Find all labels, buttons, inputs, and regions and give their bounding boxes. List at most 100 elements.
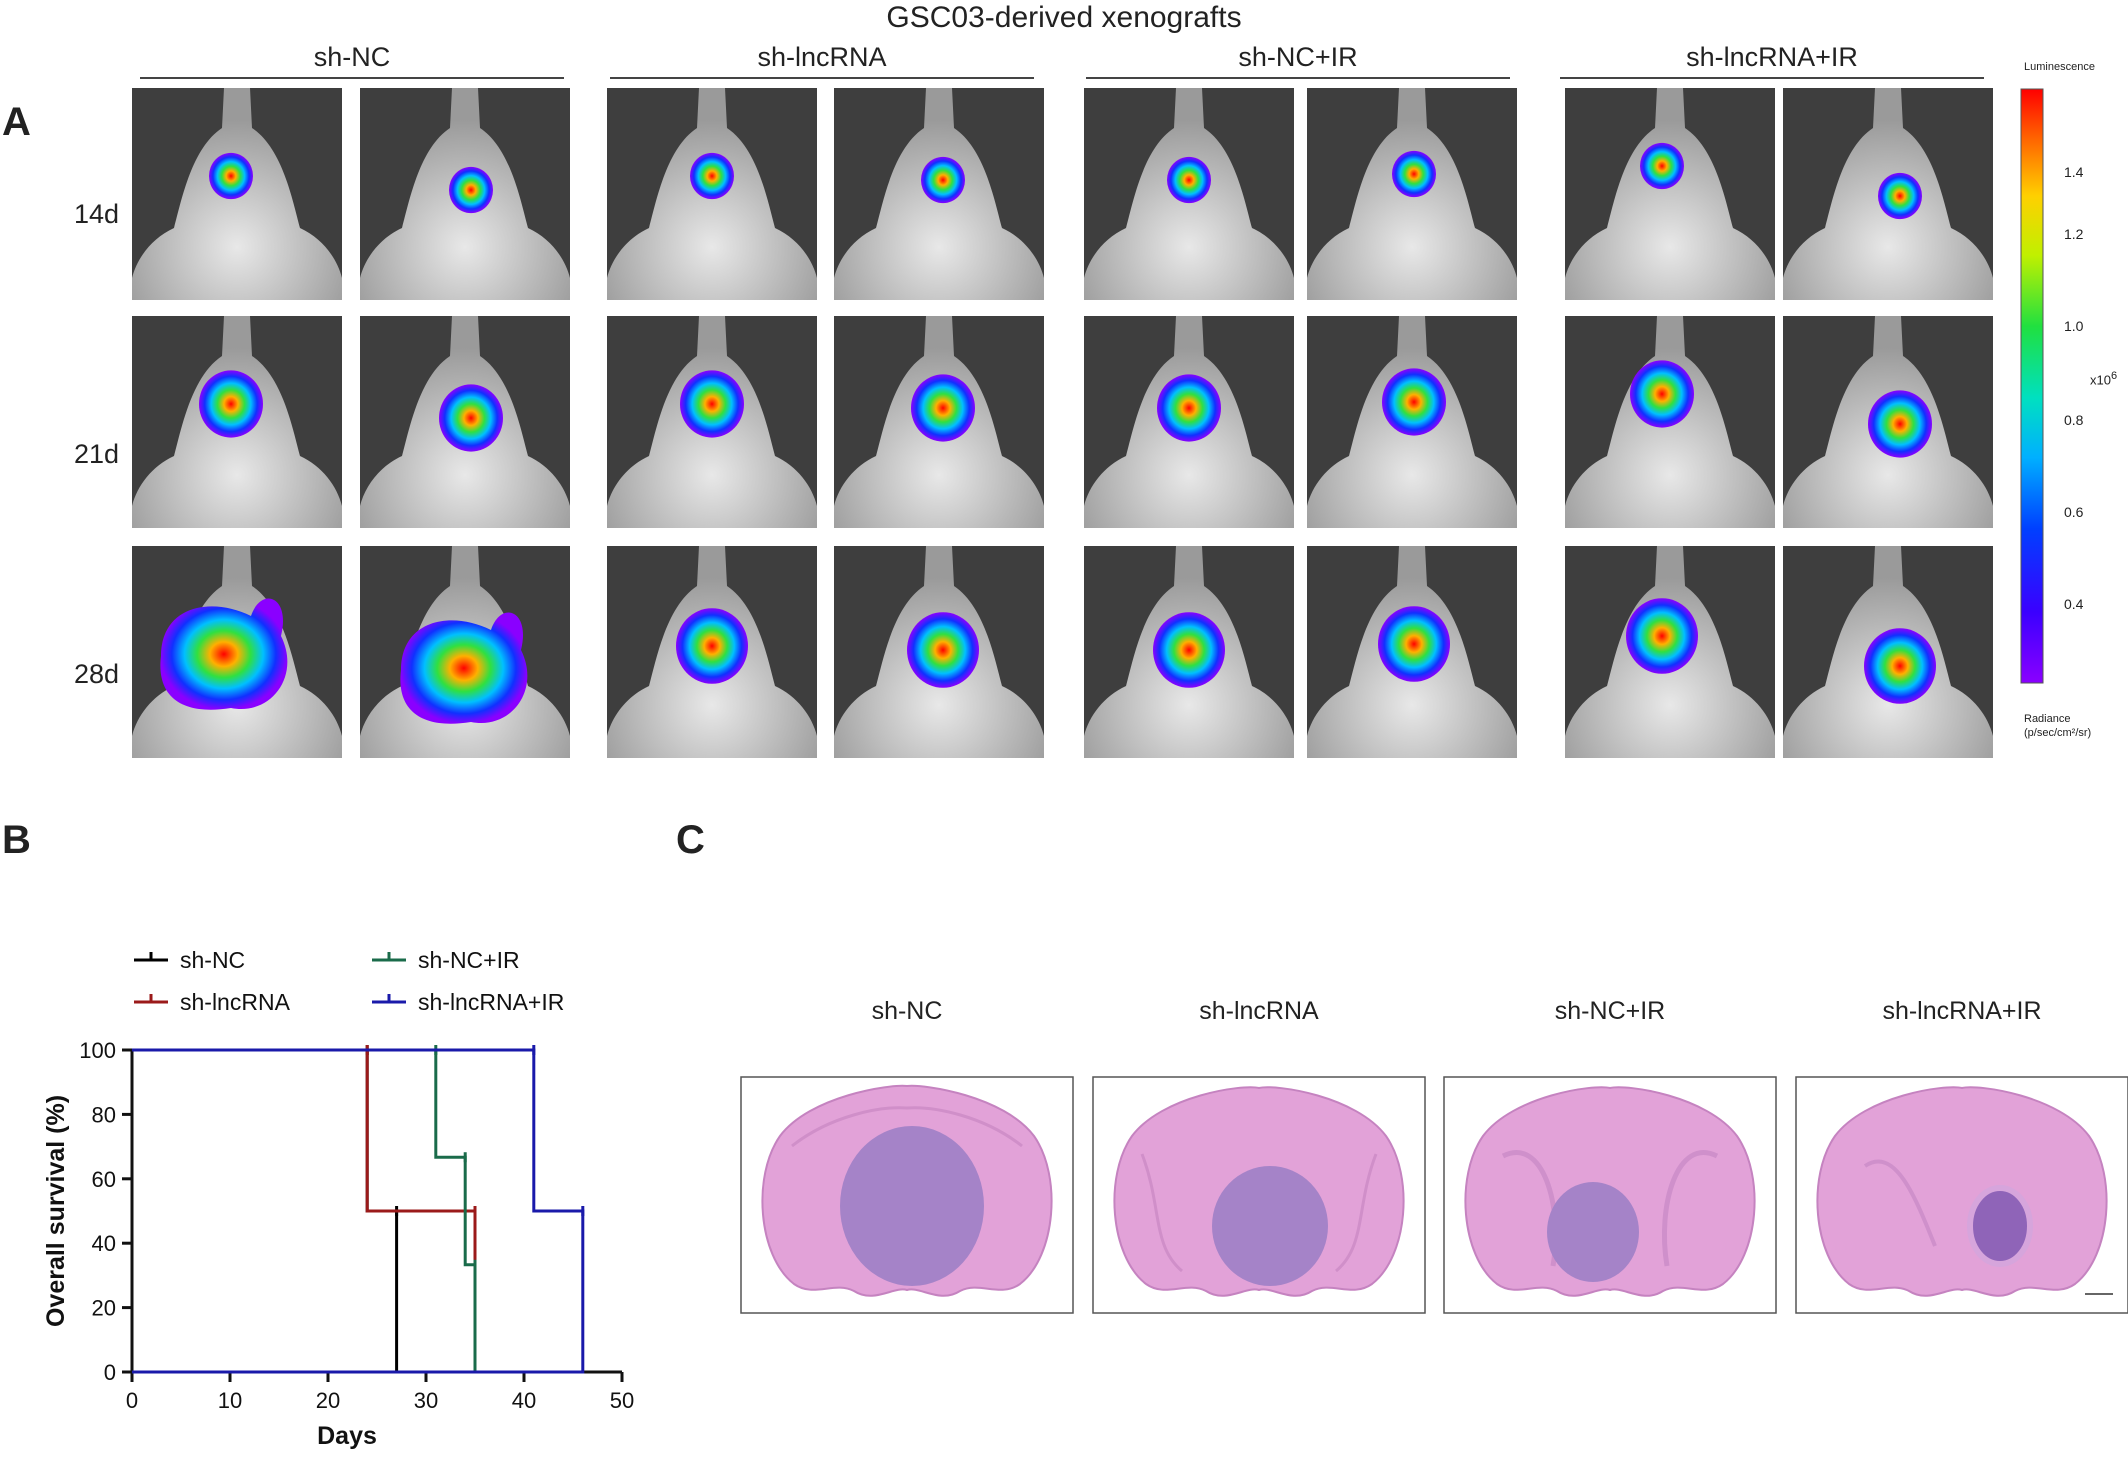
bli-image [1565, 88, 1775, 300]
tumor-mass [1967, 1185, 2033, 1267]
y-tick-label: 100 [79, 1038, 116, 1063]
luminescence-signal [439, 384, 503, 452]
x-axis-label: Days [317, 1422, 377, 1450]
he-label-sh-nc: sh-NC [871, 997, 943, 1025]
bli-image [360, 546, 570, 758]
x-tick-label: 50 [610, 1388, 634, 1413]
luminescence-signal [676, 608, 748, 684]
luminescence-signal [1378, 606, 1450, 682]
colorbar-tick: 1.0 [2064, 318, 2084, 334]
colorbar-title: Luminescence [2024, 61, 2095, 73]
legend-label: sh-lncRNA [180, 989, 291, 1015]
luminescence-signal [1157, 374, 1221, 442]
luminescence-signal [911, 374, 975, 442]
luminescence-signal [1864, 628, 1936, 704]
brain-tissue [1816, 1086, 2108, 1297]
survival-plot: 0 10 20 30 40 50 0 20 40 60 80 100 Days Overall survi… [42, 947, 634, 1450]
colorbar-tick: 0.4 [2064, 596, 2084, 612]
y-axis-label: Overall survival (%) [42, 1095, 70, 1327]
group-rule-sh-nc [140, 77, 564, 79]
luminescence-signal [1167, 156, 1211, 204]
colorbar-tick: 1.2 [2064, 226, 2084, 242]
bli-image [1084, 88, 1294, 300]
luminescence-signal [1626, 598, 1698, 674]
row-label-14d: 14d [74, 199, 120, 229]
group-label-sh-nc-ir: sh-NC+IR [1238, 42, 1358, 72]
y-tick-label: 0 [104, 1360, 116, 1385]
row-label-28d: 28d [74, 659, 120, 689]
bli-image [1307, 316, 1517, 528]
y-tick-label: 20 [92, 1296, 116, 1321]
he-section-sh-nc [740, 1076, 1074, 1314]
bli-image [1084, 546, 1294, 758]
x-tick-label: 40 [512, 1388, 536, 1413]
group-label-sh-nc: sh-NC [313, 42, 391, 72]
bli-image [607, 316, 817, 528]
luminescence-signal [199, 370, 263, 438]
bli-image [1783, 88, 1993, 300]
tumor-mass [1212, 1166, 1328, 1286]
he-section-sh-lncrna [1092, 1076, 1426, 1314]
bli-image [834, 546, 1044, 758]
colorbar-gradient [2020, 88, 2044, 684]
legend-label: sh-lncRNA+IR [418, 989, 564, 1015]
bli-image [1783, 316, 1993, 528]
luminescence-signal [907, 612, 979, 688]
panel-letter-a: A [2, 100, 31, 144]
x-tick-label: 30 [414, 1388, 438, 1413]
bli-image [1783, 546, 1993, 758]
group-rule-sh-lncrna [610, 77, 1034, 79]
bli-image [1084, 316, 1294, 528]
bli-image [1565, 316, 1775, 528]
luminescence-signal [1630, 360, 1694, 428]
he-label-sh-lncrna-ir: sh-lncRNA+IR [1882, 997, 2042, 1025]
bli-image [607, 546, 817, 758]
bli-image [132, 316, 342, 528]
colorbar-tick: 0.8 [2064, 412, 2084, 428]
bli-image [834, 88, 1044, 300]
x-tick-label: 10 [218, 1388, 242, 1413]
luminescence-signal [690, 152, 734, 200]
group-rule-sh-lncrna-ir [1560, 77, 1984, 79]
x-tick-label: 20 [316, 1388, 340, 1413]
row-label-21d: 21d [74, 439, 120, 469]
group-label-sh-lncrna: sh-lncRNA [757, 42, 887, 72]
luminescence-signal [680, 370, 744, 438]
he-label-sh-nc-ir: sh-NC+IR [1554, 997, 1666, 1025]
legend-label: sh-NC+IR [418, 947, 520, 973]
luminescence-signal [1868, 390, 1932, 458]
luminescence-signal [1392, 150, 1436, 198]
luminescence-signal [1640, 142, 1684, 190]
figure-title: GSC03-derived xenografts [886, 1, 1242, 34]
bli-image [1307, 88, 1517, 300]
bli-image [607, 88, 817, 300]
bli-image [1565, 546, 1775, 758]
bli-image [360, 88, 570, 300]
survival-curve [132, 1048, 477, 1374]
group-rule-sh-nc-ir [1086, 77, 1510, 79]
tumor-mass [1547, 1182, 1639, 1282]
bli-image [834, 316, 1044, 528]
panel-letter-c: C [676, 818, 705, 862]
bli-image [1307, 546, 1517, 758]
luminescence-signal [1382, 368, 1446, 436]
x-tick-label: 0 [126, 1388, 138, 1413]
colorbar-unit: Radiance (p/sec/cm²/sr) [2024, 713, 2092, 739]
he-section-sh-lncrna-ir [1795, 1076, 2128, 1314]
group-label-sh-lncrna-ir: sh-lncRNA+IR [1686, 42, 1858, 72]
panel-letter-b: B [2, 818, 31, 862]
colorbar [2020, 88, 2044, 684]
luminescence-signal [1153, 612, 1225, 688]
luminescence-signal [921, 156, 965, 204]
legend-label: sh-NC [180, 947, 245, 973]
colorbar-multiplier: x106 [2090, 370, 2118, 388]
survival-curve [132, 1048, 477, 1374]
he-section-sh-nc-ir [1443, 1076, 1777, 1314]
bli-image-grid [132, 88, 1993, 758]
y-tick-label: 60 [92, 1167, 116, 1192]
he-label-sh-lncrna: sh-lncRNA [1199, 997, 1319, 1025]
colorbar-tick: 0.6 [2064, 504, 2084, 520]
tumor-mass [840, 1126, 984, 1286]
y-tick-label: 80 [92, 1102, 116, 1127]
bli-image [132, 88, 342, 300]
